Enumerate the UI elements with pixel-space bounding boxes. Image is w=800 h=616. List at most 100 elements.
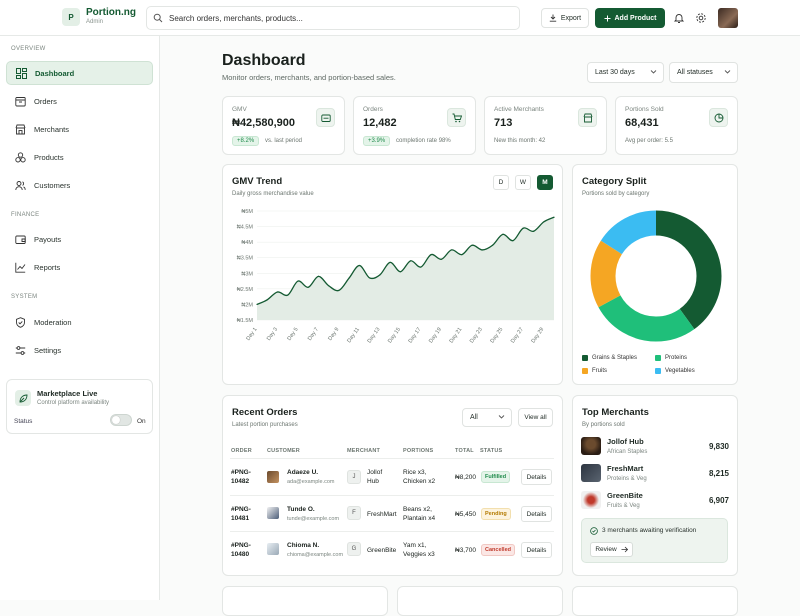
gmv-trend-title: GMV Trend: [232, 176, 283, 187]
sidebar-item-reports[interactable]: Reports: [6, 255, 153, 279]
period-select[interactable]: Last 30 days: [587, 62, 664, 83]
order-id: #PNG- 10480: [231, 542, 251, 558]
merchant-name: Jollof Hub: [607, 437, 644, 446]
gmv-data-point: [430, 254, 432, 256]
gmv-data-point: [358, 264, 361, 267]
gear-icon[interactable]: [691, 8, 711, 28]
gmv-data-point: [256, 303, 258, 306]
x-tick-label: Day 13: [367, 327, 382, 345]
kpi-card-gmv: GMV ₦42,580,900 +8.2% vs. last period: [222, 96, 345, 155]
legend-item: Grains & Staples: [582, 355, 637, 361]
gmv-data-point: [328, 285, 330, 287]
x-tick-label: Day 17: [408, 327, 423, 345]
chevron-down-icon: [724, 68, 731, 75]
sidebar-item-label: Settings: [34, 345, 62, 355]
chevron-down-icon: [498, 413, 505, 420]
gmv-trend-chart: ₦5M ₦4.5M ₦4M ₦3.5M ₦3M ₦2.5M ₦2M ₦1.5M Day 1 Day…: [237, 209, 555, 345]
gmv-data-point: [389, 261, 391, 263]
x-tick-label: Day 3: [266, 327, 279, 342]
bottom-card: [397, 586, 563, 616]
gmv-data-point: [369, 277, 371, 279]
details-button[interactable]: Details: [521, 542, 552, 558]
marketplace-toggle[interactable]: [110, 414, 132, 426]
review-button[interactable]: Review: [590, 542, 633, 557]
merchant-name: GreenBite: [367, 547, 397, 554]
merchant-initial: G: [347, 542, 361, 556]
merchant-initial: F: [347, 506, 361, 520]
chart-line-icon: [15, 262, 26, 273]
status-badge: Fulfilled: [481, 471, 511, 483]
sidebar-item-label: Merchants: [34, 124, 70, 134]
details-button[interactable]: Details: [521, 469, 552, 485]
sidebar-item-settings[interactable]: Settings: [6, 338, 153, 362]
sidebar-item-dashboard[interactable]: Dashboard: [6, 61, 153, 85]
add-product-button[interactable]: Add Product: [595, 8, 665, 28]
sidebar-item-label: Moderation: [34, 317, 72, 327]
sidebar-item-orders[interactable]: Orders: [6, 89, 153, 113]
view-all-button[interactable]: View all: [518, 408, 553, 427]
recent-orders-subtitle: Latest portion purchases: [232, 422, 298, 428]
gmv-data-point: [450, 249, 453, 251]
search-input[interactable]: [169, 13, 499, 23]
gmv-data-point: [348, 277, 350, 279]
marketplace-live-card: Marketplace Live Control platform availa…: [6, 379, 153, 434]
kpi-note: vs. last period: [265, 138, 303, 144]
export-button[interactable]: Export: [541, 8, 589, 28]
customer-email: chioma@example.com: [287, 552, 344, 558]
status-filter-select[interactable]: All statuses: [669, 62, 738, 83]
legend-swatch: [655, 355, 661, 361]
sidebar-item-label: Customers: [34, 180, 71, 190]
bottom-card: [572, 586, 738, 616]
leaf-icon: [15, 390, 31, 406]
section-label-finance: FINANCE: [11, 212, 40, 218]
bell-icon[interactable]: [669, 8, 689, 28]
customer-avatar: [267, 471, 279, 483]
sidebar-item-customers[interactable]: Customers: [6, 173, 153, 197]
y-tick-label: ₦2M: [241, 302, 253, 308]
sidebar-item-label: Products: [34, 152, 64, 162]
legend-swatch: [582, 368, 588, 374]
portions: Rice x3, Chicken x2: [403, 469, 436, 485]
column-header-order: ORDER: [231, 448, 252, 454]
range-button-week[interactable]: W: [515, 175, 531, 190]
gmv-data-point: [338, 289, 340, 292]
sidebar-item-payouts[interactable]: Payouts: [6, 227, 153, 251]
orders-filter-select[interactable]: All: [462, 408, 512, 427]
x-tick-label: Day 11: [346, 327, 361, 344]
kpi-card-portions-sold: Portions Sold 68,431 Avg per order: 5.5: [615, 96, 738, 155]
search-box[interactable]: [146, 6, 520, 30]
kpi-label: GMV: [232, 106, 247, 113]
gmv-data-point: [461, 254, 463, 256]
range-button-month[interactable]: M: [537, 175, 553, 190]
x-tick-label: Day 25: [490, 327, 505, 345]
donut-slice-vegetables: [590, 210, 722, 342]
gmv-data-point: [471, 244, 473, 246]
user-avatar[interactable]: [718, 8, 738, 28]
gmv-trend-card: GMV Trend Daily gross merchandise value …: [222, 164, 563, 385]
x-tick-label: Day 19: [428, 327, 443, 345]
sidebar-item-products[interactable]: Products: [6, 145, 153, 169]
x-tick-label: Day 7: [307, 327, 320, 342]
merchant-name: FreshMart: [607, 464, 644, 473]
sidebar: OVERVIEW Dashboard Orders Merchants Prod…: [0, 36, 160, 600]
merchant-image: [581, 437, 601, 455]
range-button-day[interactable]: D: [493, 175, 509, 190]
column-header-status: STATUS: [480, 448, 503, 454]
kpi-label: Active Merchants: [494, 106, 544, 113]
x-tick-label: Day 15: [387, 327, 402, 345]
sidebar-item-label: Dashboard: [35, 68, 75, 78]
sidebar-item-merchants[interactable]: Merchants: [6, 117, 153, 141]
portions: Yam x1, Veggies x3: [403, 542, 435, 558]
merchant-portions: 8,215: [708, 469, 729, 478]
x-tick-label: Day 23: [469, 327, 484, 345]
kpi-card-active-merchants: Active Merchants 713 New this month: 42: [484, 96, 607, 155]
brand-name: Portion.ng: [86, 7, 136, 18]
sidebar-item-label: Payouts: [34, 234, 62, 244]
details-button[interactable]: Details: [521, 506, 552, 522]
add-product-label: Add Product: [614, 14, 657, 22]
brand[interactable]: P Portion.ng Admin: [62, 8, 136, 26]
verification-notice: 3 merchants awaiting verification Review: [581, 518, 728, 563]
sidebar-item-moderation[interactable]: Moderation: [6, 310, 153, 334]
gmv-data-point: [317, 275, 320, 277]
kpi-note: completion rate 98%: [396, 138, 451, 144]
